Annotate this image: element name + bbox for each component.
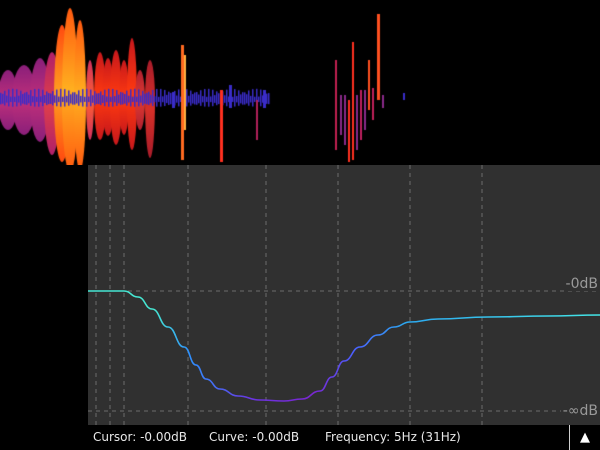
waveform-display: [0, 0, 600, 165]
frequency-readout: Frequency: 5Hz (31Hz): [325, 430, 461, 444]
db-bottom-label: -∞dB: [560, 403, 598, 419]
response-curve[interactable]: [88, 290, 600, 402]
status-bar: Cursor: -0.00dB Curve: -0.00dB Frequency…: [88, 425, 600, 450]
cursor-readout: Cursor: -0.00dB: [93, 430, 187, 444]
db-top-label: -0dB: [563, 276, 598, 292]
curve-readout: Curve: -0.00dB: [209, 430, 300, 444]
triangle-up-icon: ▲: [580, 430, 590, 445]
collapse-button[interactable]: ▲: [569, 425, 600, 450]
spectrum-panel[interactable]: -0dB -∞dB: [88, 165, 600, 425]
response-curve-plot[interactable]: [88, 165, 600, 425]
grid-lines: [88, 165, 600, 425]
